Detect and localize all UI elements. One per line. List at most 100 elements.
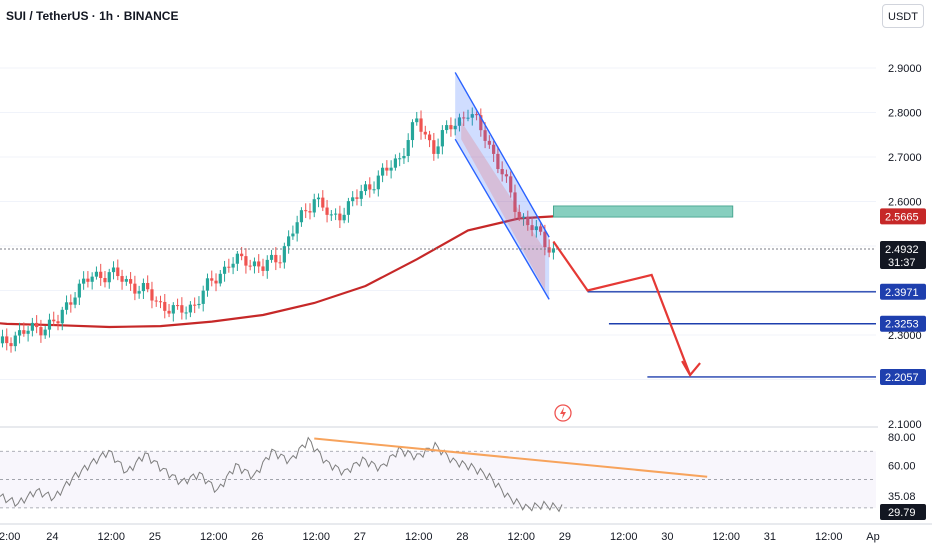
candle-body: [197, 303, 201, 306]
candle-body: [60, 309, 64, 324]
candle-body: [492, 144, 496, 154]
price-label-ma: 2.5665: [885, 211, 919, 223]
candle-body: [86, 278, 90, 282]
candle-body: [526, 216, 530, 226]
time-tick: 12:00: [713, 531, 741, 543]
candle-body: [282, 246, 286, 263]
candle-body: [265, 259, 269, 271]
price-tick: 2.7000: [888, 152, 922, 164]
price-tick: 2.6000: [888, 197, 922, 209]
candle-body: [163, 301, 167, 311]
candle-body: [252, 261, 257, 267]
axis-background: [878, 0, 932, 550]
candle-body: [167, 310, 171, 314]
candle-body: [26, 330, 30, 334]
descending-channel-fill: [455, 72, 550, 300]
candle-body: [406, 140, 410, 156]
candle-body: [479, 115, 483, 131]
candle-body: [517, 211, 521, 219]
candle-body: [69, 302, 73, 305]
candle-body: [77, 283, 81, 298]
candle-body: [457, 117, 462, 126]
price-axis: 2.9000 2.8000 2.7000 2.6000 2.3000 2.1000 2.56…: [878, 0, 932, 550]
candles-layer: [0, 107, 556, 353]
candle-body: [133, 283, 137, 294]
price-label-target: 2.3253: [885, 319, 919, 331]
candle-body: [440, 130, 444, 147]
candle-body: [539, 226, 543, 232]
candle-body: [346, 201, 351, 215]
rsi-tick: 80.00: [888, 432, 916, 444]
candle-body: [304, 210, 308, 212]
candle-body: [120, 276, 124, 282]
candle-body: [146, 282, 150, 290]
arrow-head: [681, 360, 701, 377]
candle-body: [530, 225, 534, 231]
projection-arrow: [552, 240, 692, 376]
candle-body: [124, 279, 128, 282]
candle-body: [175, 305, 180, 307]
time-tick: 12:00: [610, 531, 638, 543]
rsi-tick: 60.00: [888, 460, 916, 472]
price-label-target: 2.3971: [885, 287, 919, 299]
lightning-icon: [554, 404, 572, 422]
candle-body: [52, 319, 56, 322]
candle-body: [393, 158, 397, 168]
rsi-pane: [0, 426, 932, 513]
candle-body: [453, 125, 457, 130]
candle-body: [338, 213, 342, 221]
candle-body: [107, 272, 111, 283]
candle-body: [351, 197, 355, 202]
rsi-trendline: [314, 437, 708, 478]
candle-body: [504, 174, 509, 177]
channel-inner-zone: [461, 121, 546, 291]
candle-body: [248, 265, 252, 267]
currency-button[interactable]: USDT: [882, 4, 924, 28]
candle-body: [231, 263, 235, 268]
candle-body: [359, 191, 363, 199]
candle-body: [193, 304, 197, 306]
time-tick: 24: [46, 531, 58, 543]
price-label-box: [880, 368, 926, 385]
candle-body: [116, 267, 120, 277]
channel-lower-line: [454, 138, 550, 300]
candle-body: [521, 216, 526, 219]
candle-body: [496, 153, 500, 170]
candle-body: [427, 134, 432, 141]
candle-body: [129, 279, 133, 284]
candle-body: [287, 236, 291, 247]
candle-body: [334, 213, 338, 215]
candle-body: [188, 304, 192, 313]
candle-body: [5, 336, 9, 344]
candle-body: [222, 266, 227, 274]
lightning-icon-bolt: [560, 407, 566, 419]
time-tick: 12:00: [200, 531, 228, 543]
candle-body: [94, 271, 99, 277]
candle-body: [363, 184, 368, 192]
candle-body: [376, 175, 380, 190]
candle-body: [389, 167, 393, 171]
candle-body: [415, 118, 419, 123]
time-tick: 27: [354, 531, 366, 543]
candle-body: [141, 282, 146, 292]
candle-body: [218, 273, 222, 284]
rsi-line: [0, 436, 563, 513]
candle-body: [103, 277, 107, 283]
candle-body: [205, 278, 210, 291]
price-tick: 2.3000: [888, 330, 922, 342]
candle-body: [274, 254, 278, 263]
candle-body: [30, 322, 34, 331]
candle-body: [299, 210, 304, 223]
annotations-layer[interactable]: [0, 72, 876, 422]
moving-average-line: [0, 215, 554, 329]
candle-body: [227, 266, 231, 268]
time-tick: 2:00: [0, 531, 20, 543]
time-tick: 12:00: [405, 531, 433, 543]
candle-body: [35, 322, 39, 328]
rsi-value-box: [880, 504, 926, 520]
candle-body: [210, 278, 214, 281]
candle-body: [355, 197, 359, 199]
price-tick: 2.1000: [888, 419, 922, 431]
candle-body: [410, 122, 415, 141]
